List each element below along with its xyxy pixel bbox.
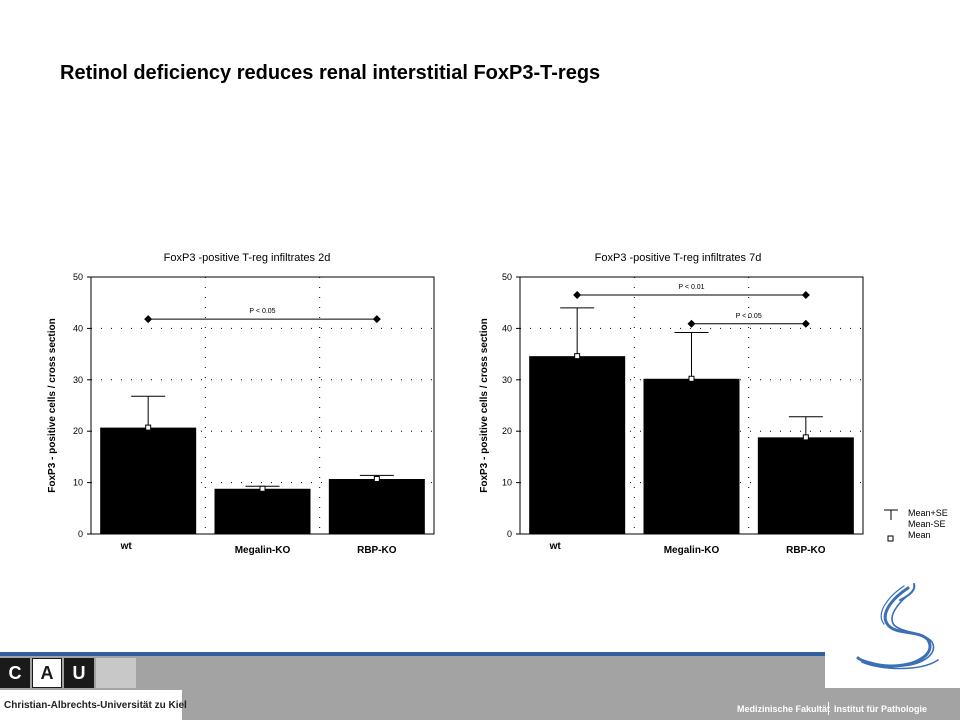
bar-group bbox=[643, 332, 740, 534]
significance-bracket: P < 0.05 bbox=[687, 313, 810, 328]
cau-logo-letter-u: U bbox=[64, 658, 94, 688]
bar bbox=[643, 378, 740, 534]
bar-group bbox=[757, 416, 854, 534]
mean-marker bbox=[688, 375, 695, 382]
category-label: Megalin-KO bbox=[664, 545, 720, 556]
mean-marker bbox=[373, 476, 380, 483]
bar bbox=[757, 437, 854, 534]
category-label: RBP-KO bbox=[357, 545, 397, 556]
legend-item: Mean+SE bbox=[908, 508, 948, 518]
significance-bracket: P < 0.01 bbox=[573, 284, 810, 299]
y-tick-label: 20 bbox=[502, 426, 512, 436]
cau-logo: C A U bbox=[0, 658, 138, 688]
significance-bracket: P < 0.05 bbox=[144, 308, 381, 324]
y-tick-label: 40 bbox=[502, 323, 512, 333]
institute-name: Institut für Pathologie bbox=[834, 704, 927, 714]
y-tick-label: 10 bbox=[73, 478, 83, 488]
y-tick-label: 40 bbox=[73, 323, 83, 333]
significance-diamond bbox=[801, 319, 810, 328]
footer-separator bbox=[828, 702, 829, 715]
y-tick-label: 30 bbox=[73, 375, 83, 385]
category-label: RBP-KO bbox=[786, 545, 826, 556]
pathology-logo-icon bbox=[856, 583, 939, 670]
significance-label: P < 0.05 bbox=[249, 308, 275, 315]
y-tick-label: 0 bbox=[78, 529, 83, 539]
bar bbox=[328, 479, 425, 534]
significance-diamond bbox=[372, 315, 381, 324]
y-axis-label: FoxP3 - positive cells / cross section bbox=[479, 318, 490, 493]
chart-title: FoxP3 -positive T-reg infiltrates 2d bbox=[164, 252, 331, 264]
bar bbox=[529, 356, 626, 534]
footer-logo-area bbox=[825, 652, 960, 688]
significance-diamond bbox=[144, 315, 153, 324]
university-bar: Christian-Albrechts-Universität zu Kiel bbox=[0, 690, 187, 720]
significance-label: P < 0.01 bbox=[678, 284, 704, 291]
university-name: Christian-Albrechts-Universität zu Kiel bbox=[4, 699, 187, 711]
legend-item: Mean-SE bbox=[908, 519, 946, 529]
y-tick-label: 50 bbox=[73, 272, 83, 282]
mean-marker bbox=[145, 424, 152, 431]
significance-diamond bbox=[573, 290, 582, 299]
bar bbox=[100, 427, 197, 534]
category-label: wt bbox=[120, 541, 133, 552]
mean-marker bbox=[574, 353, 581, 360]
mean-marker bbox=[259, 485, 266, 492]
bar-group bbox=[214, 485, 311, 534]
cau-logo-letter-a: A bbox=[32, 658, 62, 688]
significance-diamond bbox=[801, 290, 810, 299]
significance-label: P < 0.05 bbox=[736, 313, 762, 320]
y-tick-label: 30 bbox=[502, 375, 512, 385]
legend-item: Mean bbox=[908, 530, 931, 540]
slide-title: Retinol deficiency reduces renal interst… bbox=[60, 62, 601, 84]
y-tick-label: 50 bbox=[502, 272, 512, 282]
chart-title: FoxP3 -positive T-reg infiltrates 7d bbox=[595, 252, 762, 264]
category-label: Megalin-KO bbox=[235, 545, 291, 556]
footer-accent-line bbox=[0, 652, 825, 656]
chart-panel-2: FoxP3 -positive T-reg infiltrates 7d 0 10 2… bbox=[479, 252, 864, 556]
legend-symbol-mean bbox=[887, 535, 894, 542]
mean-marker bbox=[802, 434, 809, 441]
category-label: wt bbox=[549, 541, 562, 552]
y-tick-label: 0 bbox=[507, 529, 512, 539]
cau-logo-block bbox=[96, 658, 136, 688]
bar-group bbox=[328, 474, 425, 534]
y-tick-label: 20 bbox=[73, 426, 83, 436]
charts-canvas: FoxP3 -positive T-reg infiltrates 2d 0 10 2… bbox=[47, 252, 948, 556]
faculty-name: Medizinische Fakultät bbox=[737, 704, 831, 714]
chart-panel-1: FoxP3 -positive T-reg infiltrates 2d 0 10 2… bbox=[47, 252, 435, 556]
cau-logo-letter-c: C bbox=[0, 658, 30, 688]
bar-group bbox=[100, 395, 197, 534]
y-tick-label: 10 bbox=[502, 478, 512, 488]
bar-group bbox=[529, 307, 626, 534]
y-axis-label: FoxP3 - positive cells / cross section bbox=[47, 318, 58, 493]
bar bbox=[214, 488, 311, 534]
significance-diamond bbox=[687, 319, 696, 328]
